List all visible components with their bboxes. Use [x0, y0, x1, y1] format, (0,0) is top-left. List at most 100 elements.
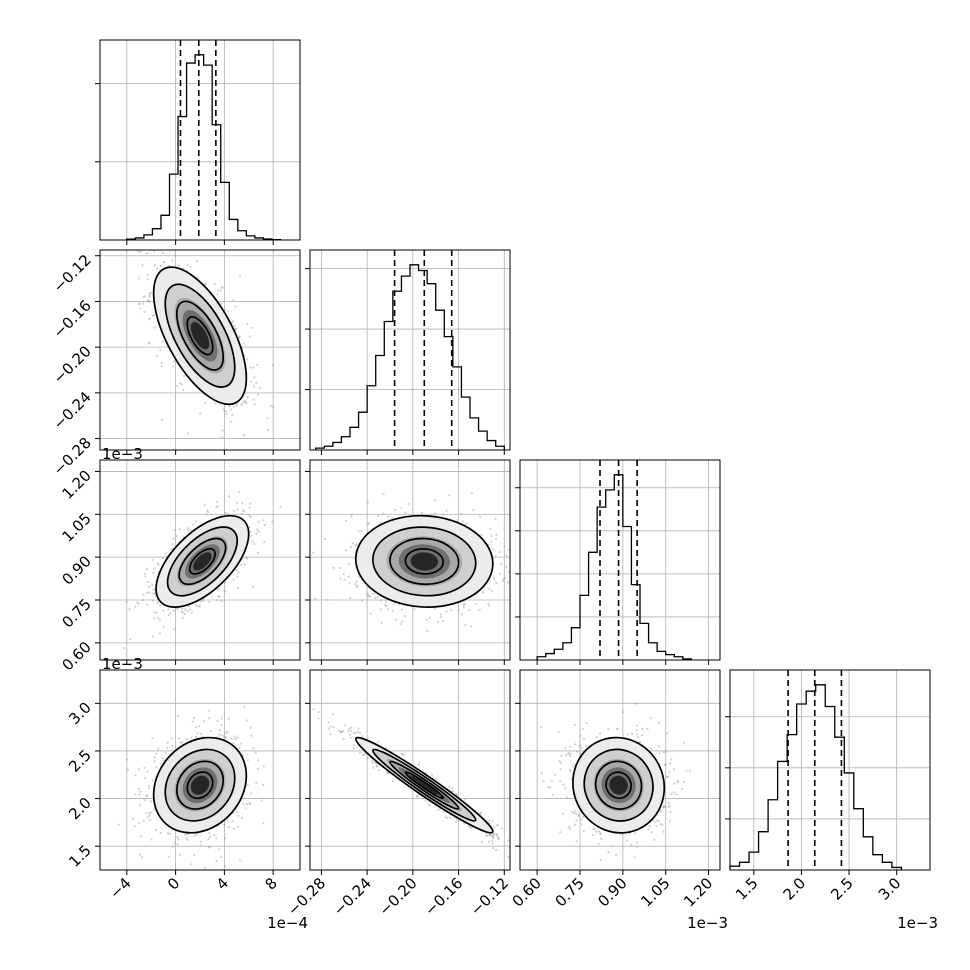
- scatter-point: [482, 591, 485, 594]
- scatter-point: [490, 540, 493, 543]
- scatter-point: [148, 295, 151, 298]
- scatter-point: [366, 523, 369, 526]
- density-fill-4: [190, 321, 210, 350]
- scatter-point: [312, 708, 315, 711]
- scatter-point: [152, 592, 155, 595]
- scatter-point: [523, 550, 525, 552]
- scatter-point: [439, 613, 442, 616]
- scatter-point: [338, 729, 341, 732]
- histogram-panel-3: [725, 669, 931, 875]
- scatter-point: [153, 617, 156, 620]
- scatter-point: [214, 402, 217, 405]
- scatter-point: [498, 837, 501, 841]
- scatter-point: [271, 520, 274, 523]
- scatter-point: [317, 717, 320, 720]
- histogram-step-1: [315, 264, 505, 450]
- scatter-point: [575, 840, 578, 843]
- scatter-point: [271, 405, 275, 408]
- scatter-point: [239, 563, 243, 566]
- scatter-point: [159, 348, 162, 351]
- scatter-point: [496, 837, 499, 840]
- scatter-point: [220, 286, 223, 289]
- scatter-point: [143, 777, 147, 780]
- scatter-point: [445, 610, 448, 613]
- scatter-point: [580, 746, 583, 750]
- scatter-point: [256, 363, 259, 366]
- scatter-point: [232, 578, 235, 581]
- scatter-point: [512, 556, 514, 558]
- scatter-point: [249, 502, 252, 505]
- scatter-point: [223, 823, 226, 827]
- histogram-step-0: [126, 54, 282, 241]
- scatter-point: [470, 492, 473, 495]
- scatter-point: [148, 814, 151, 817]
- scatter-point: [437, 808, 440, 812]
- scatter-point: [470, 826, 473, 829]
- scatter-point: [199, 600, 202, 603]
- scatter-point: [386, 771, 389, 775]
- scatter-point: [463, 798, 467, 801]
- scatter-point: [431, 773, 434, 776]
- histogram-step-2: [536, 474, 693, 660]
- density-panel-3-2: [515, 669, 721, 875]
- scatter-point: [329, 725, 332, 728]
- scatter-point: [189, 529, 192, 532]
- scatter-point: [149, 811, 152, 814]
- contour-line-1: [164, 748, 236, 822]
- scatter-point: [503, 576, 506, 579]
- contour-line-0: [152, 266, 248, 406]
- scatter-point: [176, 384, 179, 387]
- scatter-point: [137, 303, 140, 306]
- scatter-point: [203, 867, 207, 870]
- scatter-point: [137, 277, 140, 280]
- scatter-point: [142, 593, 145, 596]
- scatter-point: [246, 557, 249, 560]
- scatter-point: [208, 831, 211, 835]
- scatter-point: [376, 596, 379, 599]
- scatter-point: [469, 826, 472, 829]
- scatter-point: [350, 729, 353, 733]
- scatter-point: [185, 738, 188, 741]
- scatter-point: [339, 566, 342, 570]
- scatter-point: [153, 756, 156, 759]
- scatter-point: [433, 499, 436, 502]
- scatter-point: [160, 361, 163, 364]
- scatter-point: [368, 595, 371, 598]
- scatter-point: [342, 738, 345, 741]
- scatter-point: [194, 726, 198, 729]
- scatter-point: [495, 582, 498, 585]
- scatter-point: [136, 245, 138, 247]
- scatter-point: [352, 747, 355, 750]
- scatter-point: [128, 608, 131, 611]
- scatter-point: [361, 754, 364, 757]
- scatter-point: [143, 310, 146, 314]
- scatter-point: [224, 837, 227, 840]
- scatter-point: [236, 586, 240, 589]
- scatter-point: [260, 799, 263, 802]
- scatter-point: [196, 605, 199, 608]
- scatter-point: [248, 506, 251, 509]
- scatter-point: [146, 273, 149, 276]
- scatter-point: [207, 717, 211, 720]
- scatter-point: [245, 402, 248, 405]
- scatter-point: [213, 282, 216, 285]
- scatter-point: [400, 752, 403, 755]
- contour-line-1: [166, 526, 239, 597]
- scatter-point: [186, 264, 189, 267]
- scatter-point: [148, 585, 151, 589]
- scatter-point: [215, 860, 218, 863]
- scatter-point: [491, 819, 494, 822]
- scatter-point: [266, 429, 270, 432]
- scatter-point: [194, 603, 197, 607]
- scatter-point: [348, 728, 351, 731]
- scatter-point: [222, 408, 225, 411]
- scatter-point: [347, 730, 350, 733]
- scatter-point: [221, 429, 224, 432]
- scatter-point: [570, 777, 573, 780]
- scatter-point: [145, 812, 148, 815]
- scatter-point: [203, 720, 206, 723]
- scatter-point: [554, 773, 557, 776]
- scatter-point: [232, 827, 235, 830]
- scatter-point: [351, 542, 354, 545]
- scatter-point: [256, 767, 259, 770]
